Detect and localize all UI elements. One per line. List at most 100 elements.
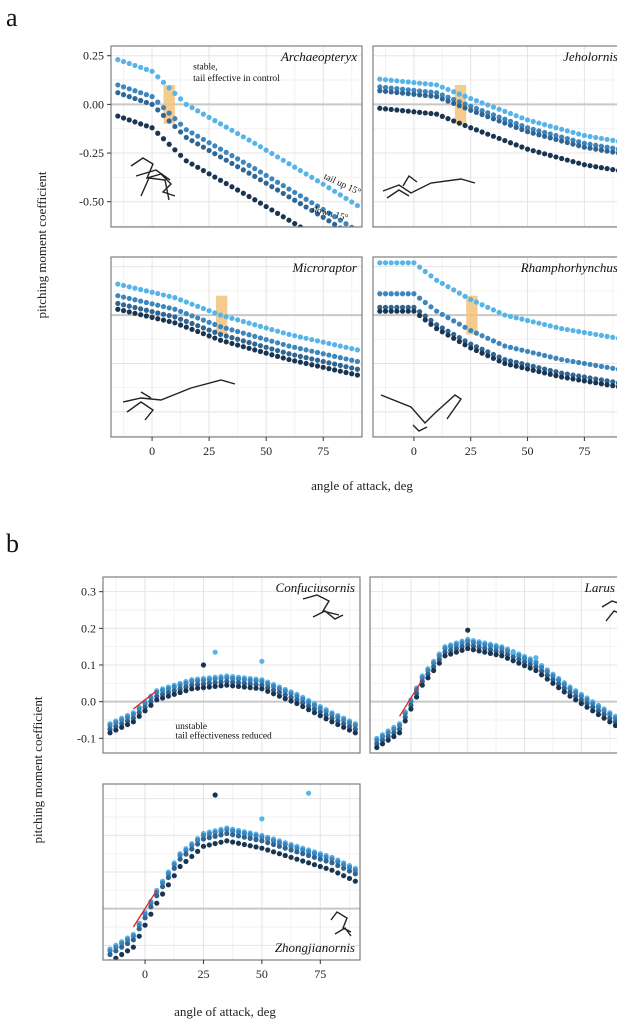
data-point	[294, 849, 300, 855]
data-point	[459, 640, 465, 646]
data-point	[547, 123, 553, 129]
data-point	[189, 320, 195, 327]
data-point	[428, 317, 434, 323]
data-point	[394, 291, 400, 297]
data-point	[482, 642, 488, 648]
data-point	[309, 174, 315, 180]
data-point	[349, 365, 355, 371]
data-point	[218, 828, 224, 834]
data-point	[335, 870, 341, 876]
data-point	[462, 105, 468, 111]
data-point	[183, 134, 189, 141]
data-point	[259, 682, 265, 688]
data-point	[485, 304, 491, 310]
data-point	[590, 700, 596, 707]
data-point	[183, 299, 189, 305]
x-tick-label: 25	[203, 444, 215, 458]
data-point	[142, 915, 148, 921]
data-point	[326, 218, 332, 224]
data-point	[487, 647, 494, 653]
data-point	[536, 149, 542, 155]
data-point	[235, 317, 241, 323]
data-point	[230, 828, 236, 834]
data-point	[257, 177, 264, 183]
data-point	[212, 335, 218, 341]
data-point	[247, 677, 253, 683]
data-point	[547, 323, 553, 329]
data-point	[276, 843, 282, 849]
facet-title: Jeholornis	[563, 49, 617, 64]
data-point	[326, 210, 332, 216]
data-point	[422, 81, 428, 87]
data-point	[451, 100, 457, 107]
data-point	[519, 347, 525, 353]
data-point	[270, 691, 277, 697]
data-point	[155, 74, 161, 80]
data-point	[388, 89, 394, 95]
data-point	[263, 172, 269, 179]
data-point	[206, 333, 212, 339]
x-tick-label: 75	[578, 444, 590, 458]
data-point	[354, 358, 361, 365]
data-point	[257, 144, 264, 150]
data-point	[416, 264, 423, 270]
data-point	[132, 95, 138, 102]
data-point	[559, 356, 565, 363]
data-point	[206, 308, 212, 314]
data-point	[172, 295, 178, 301]
data-point	[292, 189, 298, 196]
data-point	[479, 111, 485, 118]
data-point	[212, 143, 218, 149]
data-point	[530, 126, 536, 132]
data-point	[274, 210, 281, 216]
data-point	[456, 290, 462, 296]
data-point	[276, 686, 282, 692]
data-point	[332, 361, 338, 367]
data-point	[428, 321, 434, 327]
data-point	[200, 836, 207, 842]
data-point	[309, 200, 315, 206]
data-point	[259, 838, 265, 844]
data-point	[206, 140, 212, 146]
data-point	[138, 90, 144, 96]
data-point	[550, 680, 556, 686]
data-point	[559, 155, 565, 162]
data-point	[399, 260, 406, 266]
data-point	[335, 859, 341, 865]
data-point	[343, 221, 349, 227]
data-point	[235, 156, 241, 162]
data-point	[553, 125, 559, 131]
data-point	[142, 911, 148, 917]
data-point	[265, 840, 271, 846]
data-point	[183, 858, 189, 865]
data-point	[612, 722, 617, 729]
outlier-point	[200, 662, 207, 668]
y-tick-label: 0.3	[81, 585, 96, 599]
x-tick-label: 25	[197, 967, 209, 981]
data-point	[124, 948, 131, 954]
data-point	[241, 684, 247, 690]
data-point	[235, 328, 241, 335]
data-point	[306, 849, 312, 855]
data-point	[120, 92, 127, 98]
data-point	[115, 57, 121, 63]
data-point	[212, 676, 218, 682]
data-point	[519, 126, 525, 133]
data-point	[252, 333, 258, 339]
data-point	[456, 99, 462, 105]
data-point	[502, 108, 508, 114]
data-point	[352, 871, 358, 877]
data-point	[247, 832, 253, 838]
data-point	[507, 110, 514, 117]
data-point	[374, 744, 380, 751]
data-point	[120, 84, 127, 90]
data-point	[399, 304, 406, 310]
data-point	[402, 718, 408, 724]
data-point	[516, 656, 522, 663]
data-point	[343, 356, 349, 362]
data-point	[570, 372, 576, 378]
data-point	[593, 331, 599, 338]
data-point	[263, 350, 269, 356]
data-point	[553, 132, 559, 139]
data-point	[257, 200, 264, 206]
